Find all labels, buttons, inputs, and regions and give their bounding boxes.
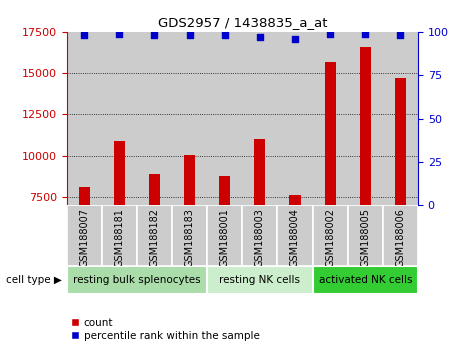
Bar [313, 32, 348, 205]
Bar [66, 32, 102, 205]
Bar [184, 155, 195, 321]
Bar [78, 187, 90, 321]
Bar [289, 195, 301, 321]
Legend: count, percentile rank within the sample: count, percentile rank within the sample [67, 314, 264, 345]
Bar [114, 141, 125, 321]
Bar [324, 62, 336, 321]
Title: GDS2957 / 1438835_a_at: GDS2957 / 1438835_a_at [158, 16, 327, 29]
Bar [254, 139, 266, 321]
Bar [348, 32, 383, 205]
Bar [207, 32, 242, 205]
Bar [137, 32, 172, 205]
Text: cell type ▶: cell type ▶ [6, 275, 62, 285]
Bar [360, 47, 371, 321]
Point [256, 34, 264, 40]
Bar [207, 266, 313, 294]
Bar [242, 32, 277, 205]
Bar [277, 205, 313, 266]
Text: GSM188002: GSM188002 [325, 208, 335, 267]
Point [151, 33, 158, 38]
Bar [102, 205, 137, 266]
Bar [207, 205, 242, 266]
Text: GSM188001: GSM188001 [219, 208, 230, 267]
Bar [313, 266, 418, 294]
Bar [242, 205, 277, 266]
Point [326, 31, 334, 36]
Bar [137, 205, 172, 266]
Text: GSM188183: GSM188183 [184, 208, 195, 267]
Text: GSM188181: GSM188181 [114, 208, 124, 267]
Text: GSM188003: GSM188003 [255, 208, 265, 267]
Bar [172, 205, 207, 266]
Bar [172, 32, 207, 205]
Bar [149, 174, 160, 321]
Bar [219, 176, 230, 321]
Text: activated NK cells: activated NK cells [319, 275, 412, 285]
Text: GSM188006: GSM188006 [395, 208, 406, 267]
Point [115, 31, 123, 36]
Text: GSM188182: GSM188182 [149, 208, 160, 267]
Bar [313, 205, 348, 266]
Text: resting NK cells: resting NK cells [219, 275, 300, 285]
Point [186, 33, 193, 38]
Bar [383, 205, 418, 266]
Bar [348, 205, 383, 266]
Point [291, 36, 299, 42]
Bar [66, 266, 207, 294]
Text: GSM188004: GSM188004 [290, 208, 300, 267]
Text: GSM188005: GSM188005 [360, 208, 370, 267]
Point [221, 33, 228, 38]
Bar [395, 78, 406, 321]
Bar [277, 32, 313, 205]
Bar [66, 205, 102, 266]
Text: resting bulk splenocytes: resting bulk splenocytes [73, 275, 200, 285]
Point [397, 33, 404, 38]
Bar [102, 32, 137, 205]
Bar [383, 32, 418, 205]
Text: GSM188007: GSM188007 [79, 208, 89, 267]
Point [361, 31, 369, 36]
Point [80, 33, 88, 38]
